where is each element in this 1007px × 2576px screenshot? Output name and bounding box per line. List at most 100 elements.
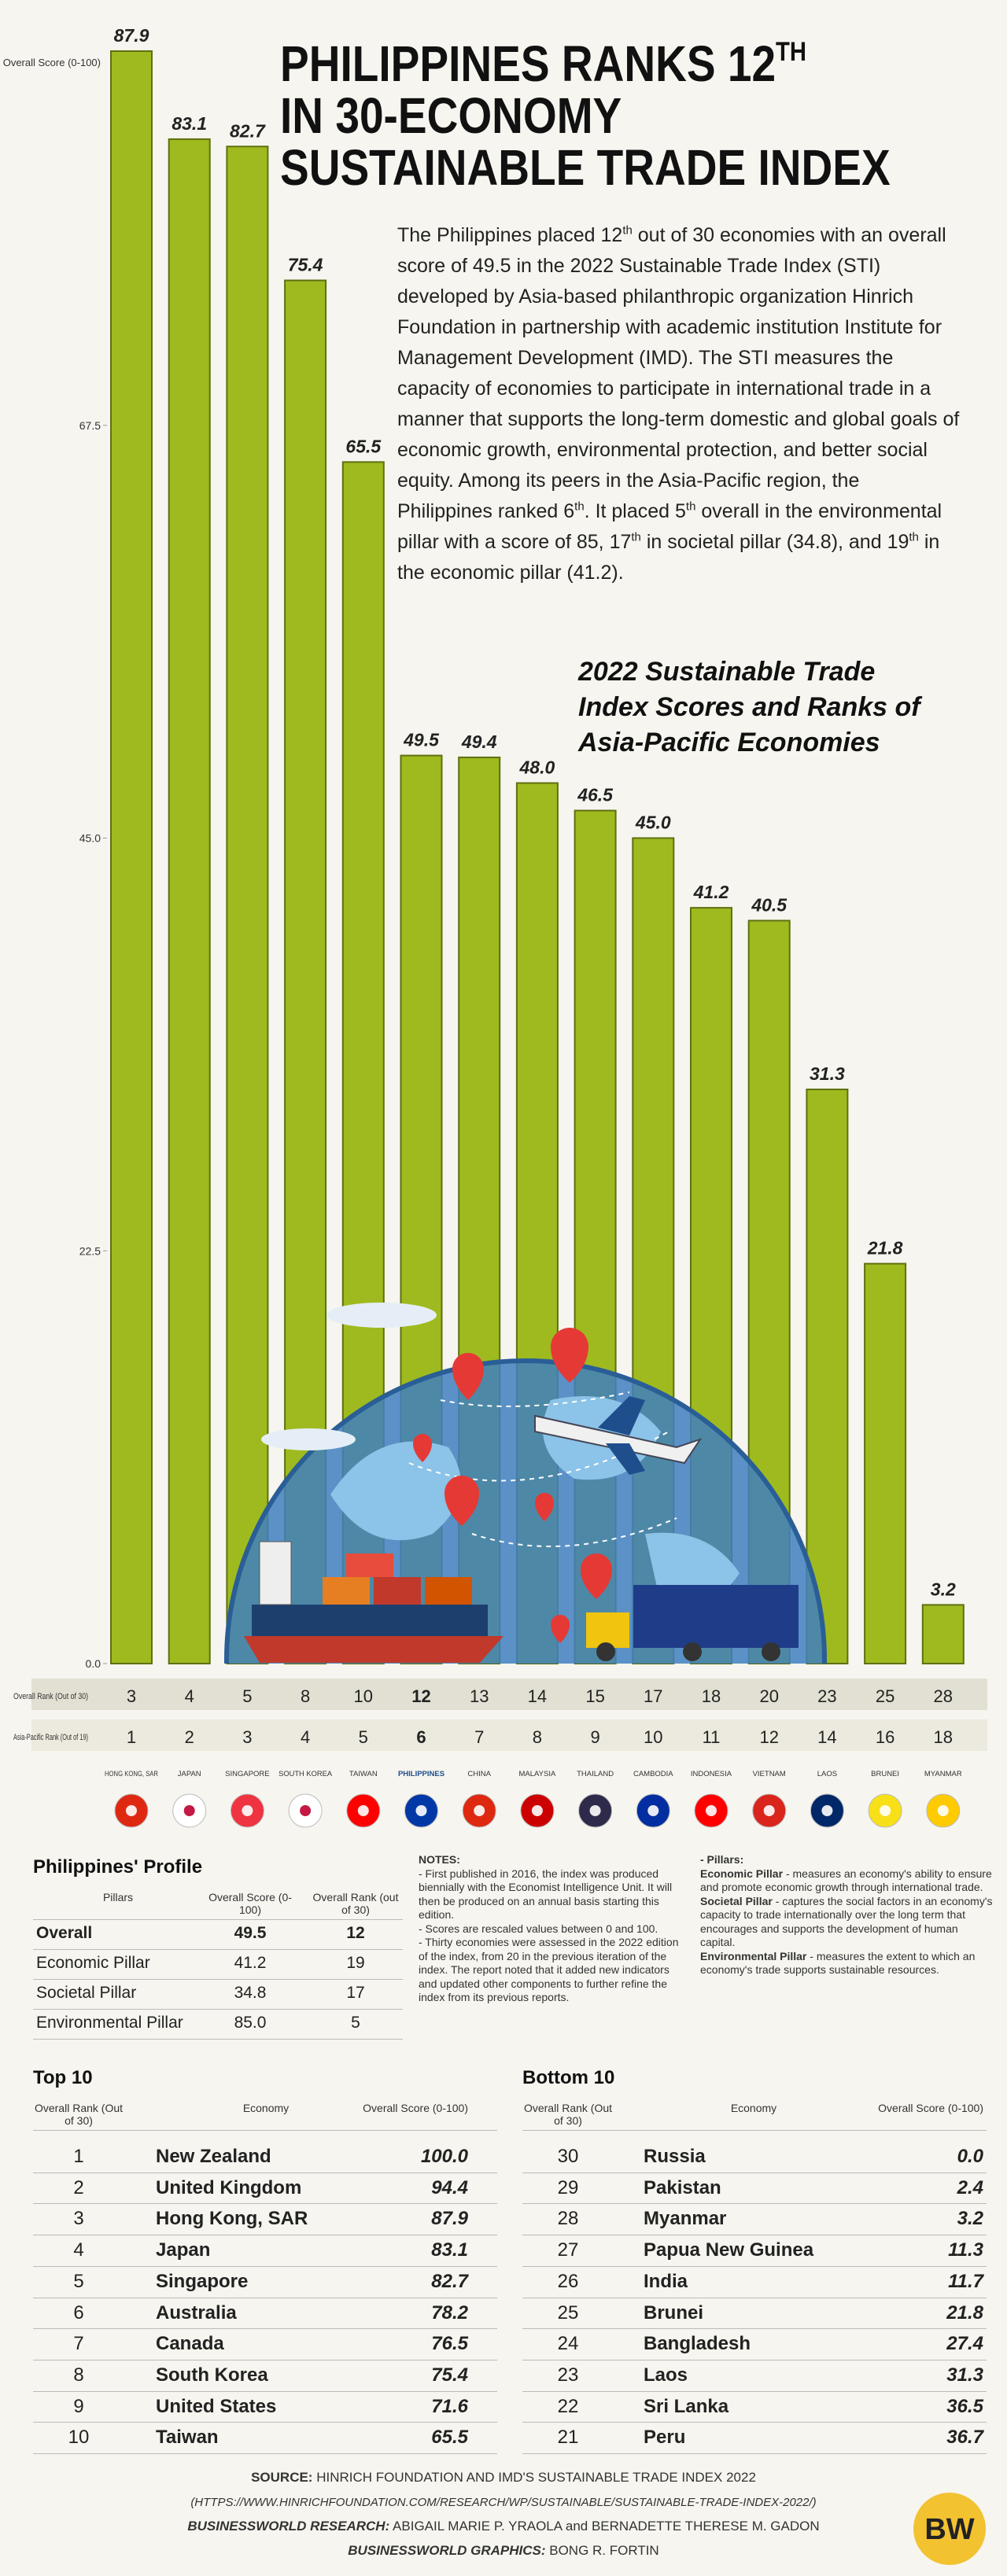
table-cell: Russia xyxy=(644,2146,706,2167)
text-run: . It placed 5 xyxy=(584,500,686,522)
row-rule xyxy=(33,2172,497,2173)
table-cell: 21 xyxy=(557,2427,579,2449)
table-cell: 76.5 xyxy=(431,2333,468,2355)
source-text: (HTTPS://WWW.HINRICHFOUNDATION.COM/RESEA… xyxy=(190,2496,817,2509)
rank-value: 10 xyxy=(354,1686,373,1706)
table-cell: 41.2 xyxy=(234,1954,267,1972)
y-tick-label: 45.0 xyxy=(79,832,101,845)
source-text: SOURCE: xyxy=(251,2470,313,2485)
table-cell: United States xyxy=(156,2395,277,2417)
table-cell: 5 xyxy=(351,2014,360,2032)
rank-value: 25 xyxy=(876,1686,894,1706)
rank-row-band xyxy=(31,1679,987,1710)
table-cell: 49.5 xyxy=(234,1924,267,1942)
row-rule xyxy=(522,2453,987,2454)
table-cell: 12 xyxy=(346,1924,365,1942)
table-header: Overall Score (0-100) xyxy=(363,2102,468,2114)
pillars: - Pillars: Economic Pillar - measures an … xyxy=(700,1853,993,1977)
row-rule xyxy=(522,2172,987,2173)
table-cell: Hong Kong, SAR xyxy=(156,2208,308,2230)
source-text: BUSINESSWORLD RESEARCH: xyxy=(187,2519,390,2534)
pillar-item: Societal Pillar - captures the social fa… xyxy=(700,1895,993,1950)
rank-value: 13 xyxy=(470,1686,489,1706)
value-label: 21.8 xyxy=(867,1238,903,1259)
rank-value: 3 xyxy=(242,1727,252,1747)
text-run: out of 30 economies with an overall scor… xyxy=(397,224,960,522)
value-label: 3.2 xyxy=(931,1579,956,1599)
superscript: th xyxy=(574,499,585,514)
rank-value: 12 xyxy=(759,1727,778,1747)
intro-paragraph: The Philippines placed 12 th out of 30 ec… xyxy=(397,220,960,588)
text-run: The Philippines placed 12 xyxy=(397,224,623,246)
table-cell: 1 xyxy=(73,2146,84,2167)
rank-value: 9 xyxy=(590,1727,599,1747)
table-cell: 10 xyxy=(68,2427,90,2449)
table-header: Overall Score (0-100) xyxy=(878,2102,983,2114)
value-label: 45.0 xyxy=(635,813,671,833)
table-cell: 83.1 xyxy=(431,2239,468,2261)
value-label: 48.0 xyxy=(519,757,555,778)
flag-emblem xyxy=(706,1805,717,1816)
row-rule xyxy=(33,2390,497,2392)
table-cell: 31.3 xyxy=(946,2364,983,2386)
table-cell: 26 xyxy=(557,2270,579,2292)
note-item: - Scores are rescaled values between 0 a… xyxy=(419,1922,658,1935)
logo-badge xyxy=(913,2493,986,2565)
table-header: Economy xyxy=(242,2102,290,2114)
table-title: Philippines' Profile xyxy=(33,1856,203,1878)
row-rule xyxy=(522,2328,987,2330)
rank-value: 4 xyxy=(185,1686,194,1706)
title-line: PHILIPPINES RANKS 12 xyxy=(280,35,776,92)
source-text: ABIGAIL MARIE P. YRAOLA and BERNADETTE T… xyxy=(393,2519,820,2534)
rank-value: 18 xyxy=(934,1727,953,1747)
pillars-heading: - Pillars: xyxy=(700,1853,744,1866)
source-line: SOURCE: HINRICH FOUNDATION AND IMD'S SUS… xyxy=(0,2470,1007,2486)
flag-emblem xyxy=(242,1805,253,1816)
rank-row-label: Overall Rank (Out of 30) xyxy=(13,1692,88,1701)
notes-heading: NOTES: xyxy=(419,1853,460,1866)
table-cell: 24 xyxy=(557,2333,579,2355)
table-cell: 11.7 xyxy=(948,2270,983,2292)
flag-emblem xyxy=(531,1805,543,1816)
table-cell: 65.5 xyxy=(431,2427,468,2449)
table-cell: Sri Lanka xyxy=(644,2395,729,2417)
note-item: - Thirty economies were assessed in the … xyxy=(419,1936,679,2003)
table-cell: 9 xyxy=(73,2395,84,2417)
table-cell: 82.7 xyxy=(431,2270,468,2292)
table-cell: 8 xyxy=(73,2364,84,2386)
table-cell: 78.2 xyxy=(431,2301,468,2324)
rank-value: 4 xyxy=(301,1727,310,1747)
rank-value: 23 xyxy=(817,1686,836,1706)
pillar-text: - captures the social factors in an econ… xyxy=(700,1894,993,1949)
flag-emblem xyxy=(415,1805,427,1816)
table-cell: 22 xyxy=(557,2395,579,2417)
table-cell: 100.0 xyxy=(420,2146,468,2167)
pillar-text: - measures an economy's ability to ensur… xyxy=(700,1867,992,1894)
table-header: Economy xyxy=(730,2102,777,2114)
table-cell: Singapore xyxy=(156,2270,249,2292)
rank-value: 5 xyxy=(359,1727,368,1747)
category-label: LAOS xyxy=(817,1770,837,1778)
rank-value: 1 xyxy=(127,1727,136,1747)
table-cell: 30 xyxy=(557,2146,579,2167)
row-rule xyxy=(33,2039,403,2040)
text-run: in societal pillar (34.8), and 19 xyxy=(640,531,909,553)
superscript: th xyxy=(685,499,696,514)
table-cell: 17 xyxy=(346,1984,365,2002)
pillar-text: - measures the extent to which an econom… xyxy=(700,1949,976,1977)
rank-value: 20 xyxy=(759,1686,778,1706)
table-cell: 71.6 xyxy=(431,2395,468,2417)
value-label: 41.2 xyxy=(693,882,729,902)
table-cell: 25 xyxy=(557,2301,579,2324)
flag-emblem xyxy=(937,1805,949,1816)
category-label: TAIWAN xyxy=(349,1770,378,1778)
category-label: SINGAPORE xyxy=(225,1770,270,1778)
notes: NOTES: - First published in 2016, the ind… xyxy=(419,1853,686,2005)
y-tick-label: 67.5 xyxy=(79,419,101,432)
table-cell: 29 xyxy=(557,2176,579,2198)
table-cell: South Korea xyxy=(156,2364,268,2386)
table-cell: 19 xyxy=(346,1954,365,1972)
title-line: IN 30-ECONOMY xyxy=(280,87,622,144)
table-cell: Myanmar xyxy=(644,2208,727,2230)
row-rule xyxy=(33,2328,497,2330)
